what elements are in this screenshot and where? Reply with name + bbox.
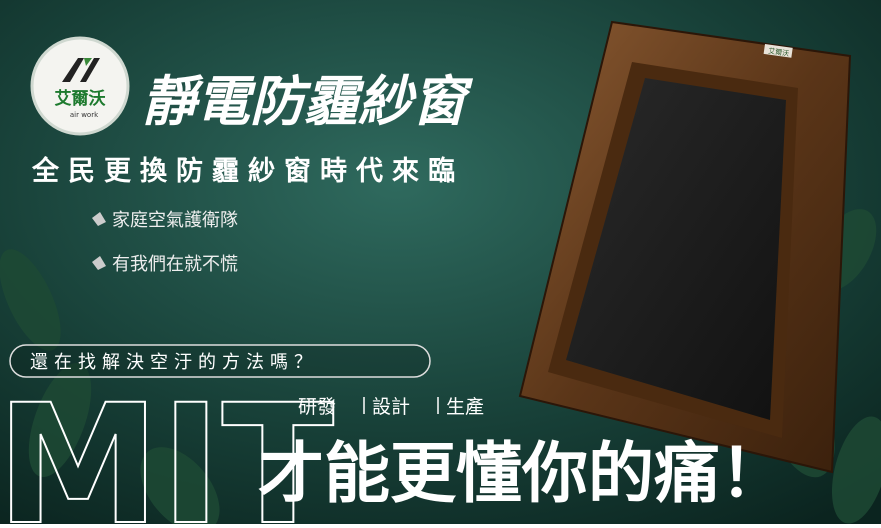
product-brand: 艾爾沃 [768, 46, 790, 58]
title: 靜電防霾紗窗 [142, 70, 474, 133]
mit-label: MIT [0, 369, 334, 524]
window-product: 艾爾沃 [518, 20, 852, 474]
question-pill [9, 344, 431, 378]
subtitle: 全民更換防霾紗窗時代來臨 [31, 155, 464, 187]
tag: 設計 [372, 396, 410, 418]
logo-tagline: air work [70, 111, 99, 119]
tag: 生產 [446, 396, 484, 418]
bullet: 有我們在就不慌 [112, 254, 238, 275]
question: 還在找解決空汙的方法嗎？ [30, 352, 318, 373]
tag: 研發 [298, 396, 336, 418]
bullet: 家庭空氣護衛隊 [112, 210, 238, 231]
logo: 艾爾沃 air work [30, 36, 130, 136]
logo-name: 艾爾沃 [55, 88, 106, 109]
bullets: 家庭空氣護衛隊 有我們在就不慌 [92, 210, 238, 275]
slogan: 才能更懂你的痛！ [258, 435, 786, 512]
tags: 研發 設計 生產 [298, 396, 484, 418]
